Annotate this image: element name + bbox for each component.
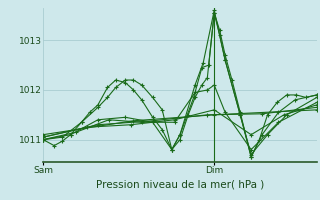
X-axis label: Pression niveau de la mer( hPa ): Pression niveau de la mer( hPa ) (96, 179, 264, 189)
